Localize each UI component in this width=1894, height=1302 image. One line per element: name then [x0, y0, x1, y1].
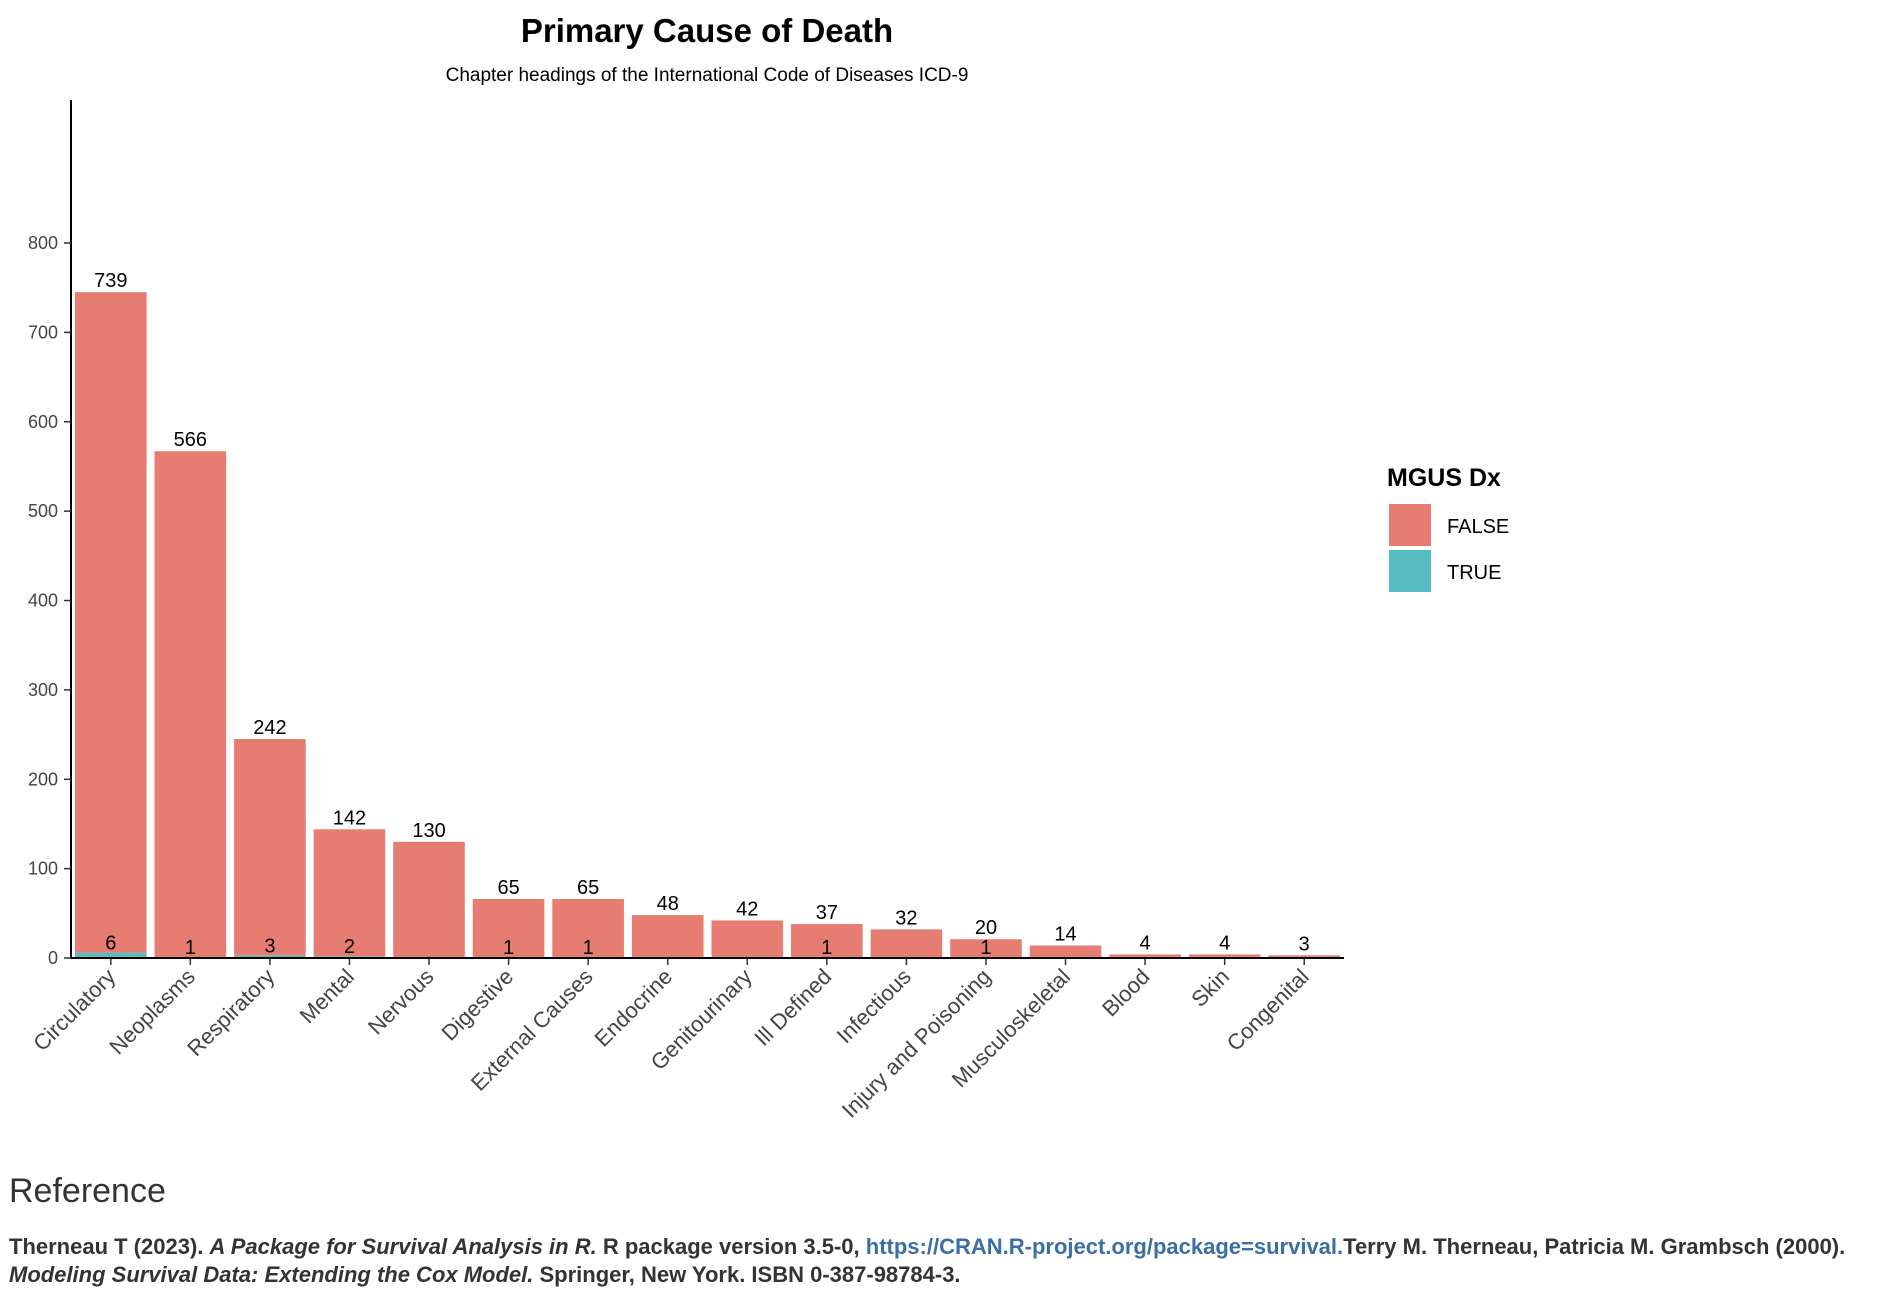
data-label-false-0: 739 [94, 270, 127, 292]
citation-2-details: Springer, New York. ISBN 0-387-98784-3. [533, 1262, 961, 1287]
cran-link[interactable]: https://CRAN.R-project.org/package=survi… [865, 1234, 1344, 1259]
chart-subtitle: Chapter headings of the International Co… [446, 65, 969, 86]
data-label-false-6: 65 [577, 877, 599, 899]
data-label-true-0: 6 [105, 933, 116, 955]
data-label-false-7: 48 [657, 893, 679, 915]
data-label-false-12: 14 [1054, 923, 1076, 945]
data-label-true-5: 1 [503, 937, 514, 959]
y-tick-label-4: 400 [28, 591, 58, 611]
x-tick-label-11: Injury and Poisoning [837, 964, 996, 1123]
reference-citation: Therneau T (2023). A Package for Surviva… [9, 1233, 1869, 1289]
bar-false-8 [711, 920, 784, 958]
bar-false-9 [791, 924, 863, 958]
y-tick-label-8: 800 [28, 233, 58, 253]
citation-1-details: R package version 3.5-0, [596, 1234, 866, 1259]
bar-true-0 [74, 952, 147, 958]
y-tick-label-0: 0 [48, 948, 58, 968]
data-label-false-10: 32 [895, 907, 917, 929]
data-label-true-2: 3 [264, 935, 275, 957]
data-label-false-11: 20 [975, 917, 997, 939]
bar-false-2 [234, 739, 306, 956]
legend-label-true: TRUE [1447, 562, 1501, 584]
data-label-false-1: 566 [174, 429, 207, 451]
data-label-false-2: 242 [253, 717, 286, 739]
x-tick-label-5: Digestive [436, 964, 518, 1046]
x-tick-label-14: Skin [1186, 964, 1234, 1012]
data-label-true-3: 2 [344, 936, 355, 958]
bar-false-0 [74, 292, 147, 953]
bar-true-2 [234, 955, 306, 958]
citation-1-authors: Therneau T (2023). [9, 1234, 210, 1259]
bars-group [74, 292, 1341, 958]
bar-chart: Primary Cause of Death Chapter headings … [28, 12, 1509, 1123]
bar-false-4 [393, 841, 465, 958]
citation-2-title: Modeling Survival Data: Extending the Co… [9, 1262, 534, 1287]
citation-2-authors: Terry M. Therneau, Patricia M. Grambsch … [1343, 1234, 1846, 1259]
bar-false-10 [870, 929, 943, 958]
y-tick-label-1: 100 [28, 859, 58, 879]
bar-false-5 [472, 899, 545, 958]
data-label-false-8: 42 [736, 898, 758, 920]
reference-heading: Reference [9, 1172, 166, 1210]
data-label-true-9: 1 [821, 937, 832, 959]
y-tick-label-7: 700 [28, 322, 58, 342]
bar-false-15 [1268, 955, 1341, 958]
x-tick-label-10: Infectious [832, 964, 916, 1048]
bar-false-13 [1109, 954, 1181, 958]
y-tick-label-5: 500 [28, 501, 58, 521]
x-tick-label-13: Blood [1097, 964, 1154, 1021]
legend-label-false: FALSE [1447, 516, 1509, 538]
x-tick-label-4: Nervous [363, 964, 439, 1040]
data-label-false-13: 4 [1140, 932, 1151, 954]
x-tick-label-3: Mental [295, 964, 359, 1028]
y-axis: 0 100 200 300 400 500 600 700 800 [28, 100, 72, 968]
legend-key-true [1389, 550, 1431, 592]
x-tick-label-15: Congenital [1222, 964, 1314, 1056]
data-label-true-11: 1 [980, 937, 991, 959]
data-label-false-4: 130 [412, 820, 445, 842]
data-label-false-5: 65 [497, 877, 519, 899]
bar-false-3 [313, 829, 386, 957]
legend-title: MGUS Dx [1387, 464, 1501, 492]
chart-title: Primary Cause of Death [521, 12, 893, 49]
y-tick-label-2: 200 [28, 769, 58, 789]
bar-false-11 [950, 939, 1022, 958]
reference-section: Reference Therneau T (2023). A Package f… [9, 1172, 1869, 1289]
data-label-false-15: 3 [1299, 933, 1310, 955]
bar-false-1 [154, 451, 227, 958]
citation-1-title: A Package for Survival Analysis in R. [209, 1234, 597, 1259]
legend-key-false [1389, 504, 1431, 546]
bar-false-12 [1029, 945, 1102, 958]
y-tick-label-6: 600 [28, 412, 58, 432]
y-tick-label-3: 300 [28, 680, 58, 700]
data-label-true-6: 1 [583, 937, 594, 959]
data-label-true-1: 1 [185, 937, 196, 959]
data-label-false-3: 142 [333, 807, 366, 829]
bar-false-6 [552, 899, 624, 958]
bar-false-7 [631, 915, 704, 958]
data-label-false-14: 4 [1219, 932, 1230, 954]
legend: MGUS Dx FALSE TRUE [1387, 464, 1509, 592]
x-tick-label-2: Respiratory [182, 964, 279, 1061]
data-label-false-9: 37 [816, 902, 838, 924]
x-tick-label-9: Ill Defined [750, 964, 837, 1051]
bar-false-14 [1188, 954, 1261, 958]
